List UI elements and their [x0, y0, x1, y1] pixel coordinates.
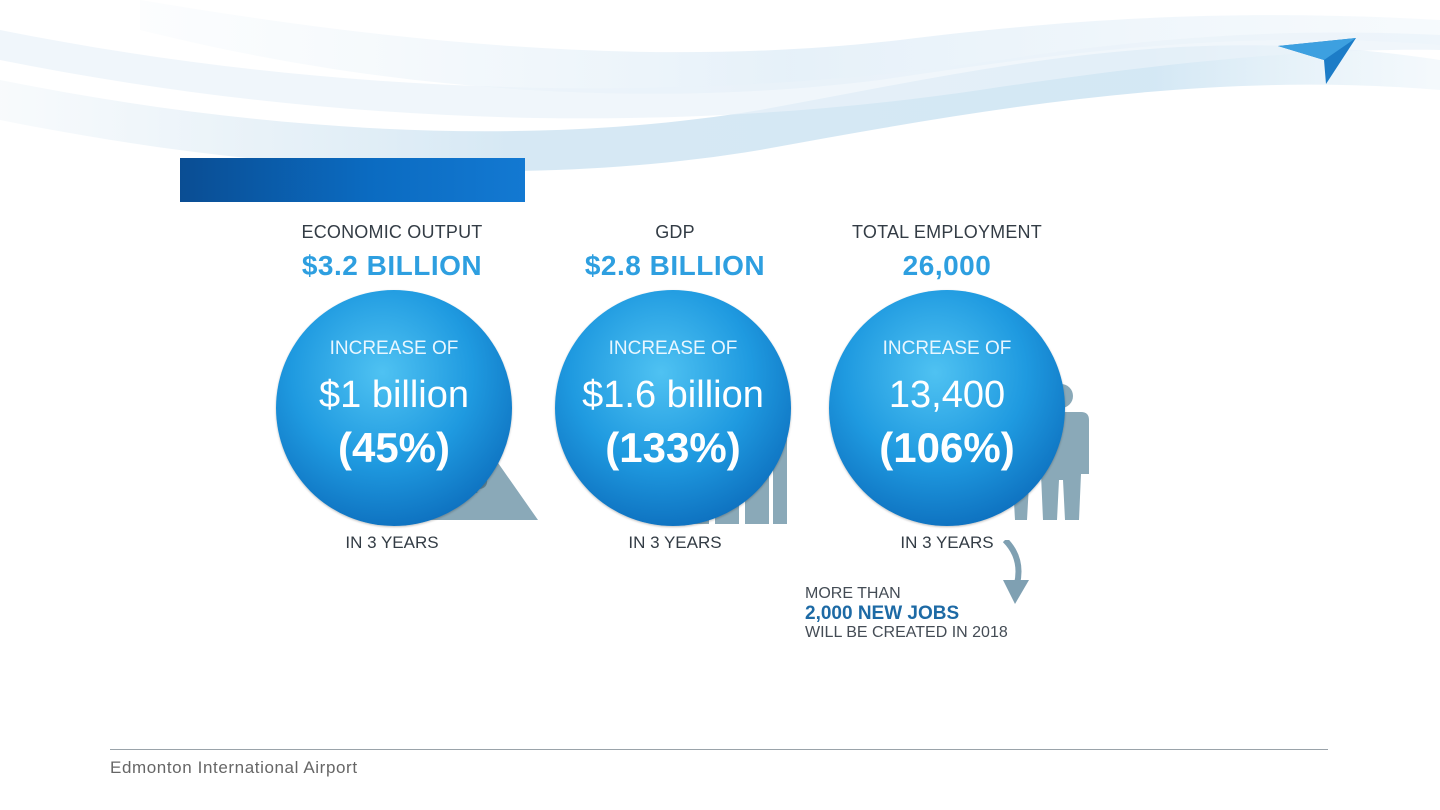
- stat-circle: [829, 290, 1065, 526]
- increase-label: INCREASE OF: [882, 338, 1012, 359]
- background-swoosh: [0, 0, 1440, 172]
- increase-value: $1 billion: [319, 374, 469, 416]
- stat-headline: $3.2 BILLION: [301, 250, 483, 281]
- callout-line-2: 2,000 NEW JOBS: [805, 603, 960, 624]
- new-jobs-callout: MORE THAN 2,000 NEW JOBS WILL BE CREATED…: [805, 585, 1008, 642]
- stat-badge: $ INCREASE OF $1 billion (45%): [276, 290, 538, 526]
- footer-divider: [110, 749, 1328, 750]
- stat-headline: 26,000: [902, 250, 992, 281]
- callout-line-1: MORE THAN: [805, 585, 901, 602]
- callout-line-3: WILL BE CREATED IN 2018: [805, 624, 1008, 641]
- increase-percent: (133%): [605, 424, 741, 471]
- increase-label: INCREASE OF: [608, 338, 738, 359]
- increase-percent: (106%): [879, 424, 1015, 471]
- stat-label: TOTAL EMPLOYMENT: [852, 222, 1042, 242]
- increase-value: 13,400: [888, 374, 1006, 416]
- stat-period: IN 3 YEARS: [345, 533, 439, 552]
- increase-label: INCREASE OF: [329, 338, 459, 359]
- stat-label: ECONOMIC OUTPUT: [301, 222, 483, 242]
- title-bar: [180, 158, 525, 202]
- footer-text: Edmonton International Airport: [110, 758, 358, 777]
- stat-badge: INCREASE OF 13,400 (106%): [829, 290, 1089, 526]
- stat-label: GDP: [655, 222, 695, 242]
- airplane-arrow-logo-icon: [1278, 38, 1356, 84]
- curved-arrow-down-icon: [1002, 540, 1029, 604]
- stat-period: IN 3 YEARS: [900, 533, 994, 552]
- increase-value: $1.6 billion: [582, 374, 764, 416]
- stat-period: IN 3 YEARS: [628, 533, 722, 552]
- stat-circle: [276, 290, 512, 526]
- stat-circle: [555, 290, 791, 526]
- stat-headline: $2.8 BILLION: [584, 250, 766, 281]
- stat-badge: INCREASE OF $1.6 billion (133%): [555, 290, 791, 526]
- increase-percent: (45%): [337, 424, 451, 471]
